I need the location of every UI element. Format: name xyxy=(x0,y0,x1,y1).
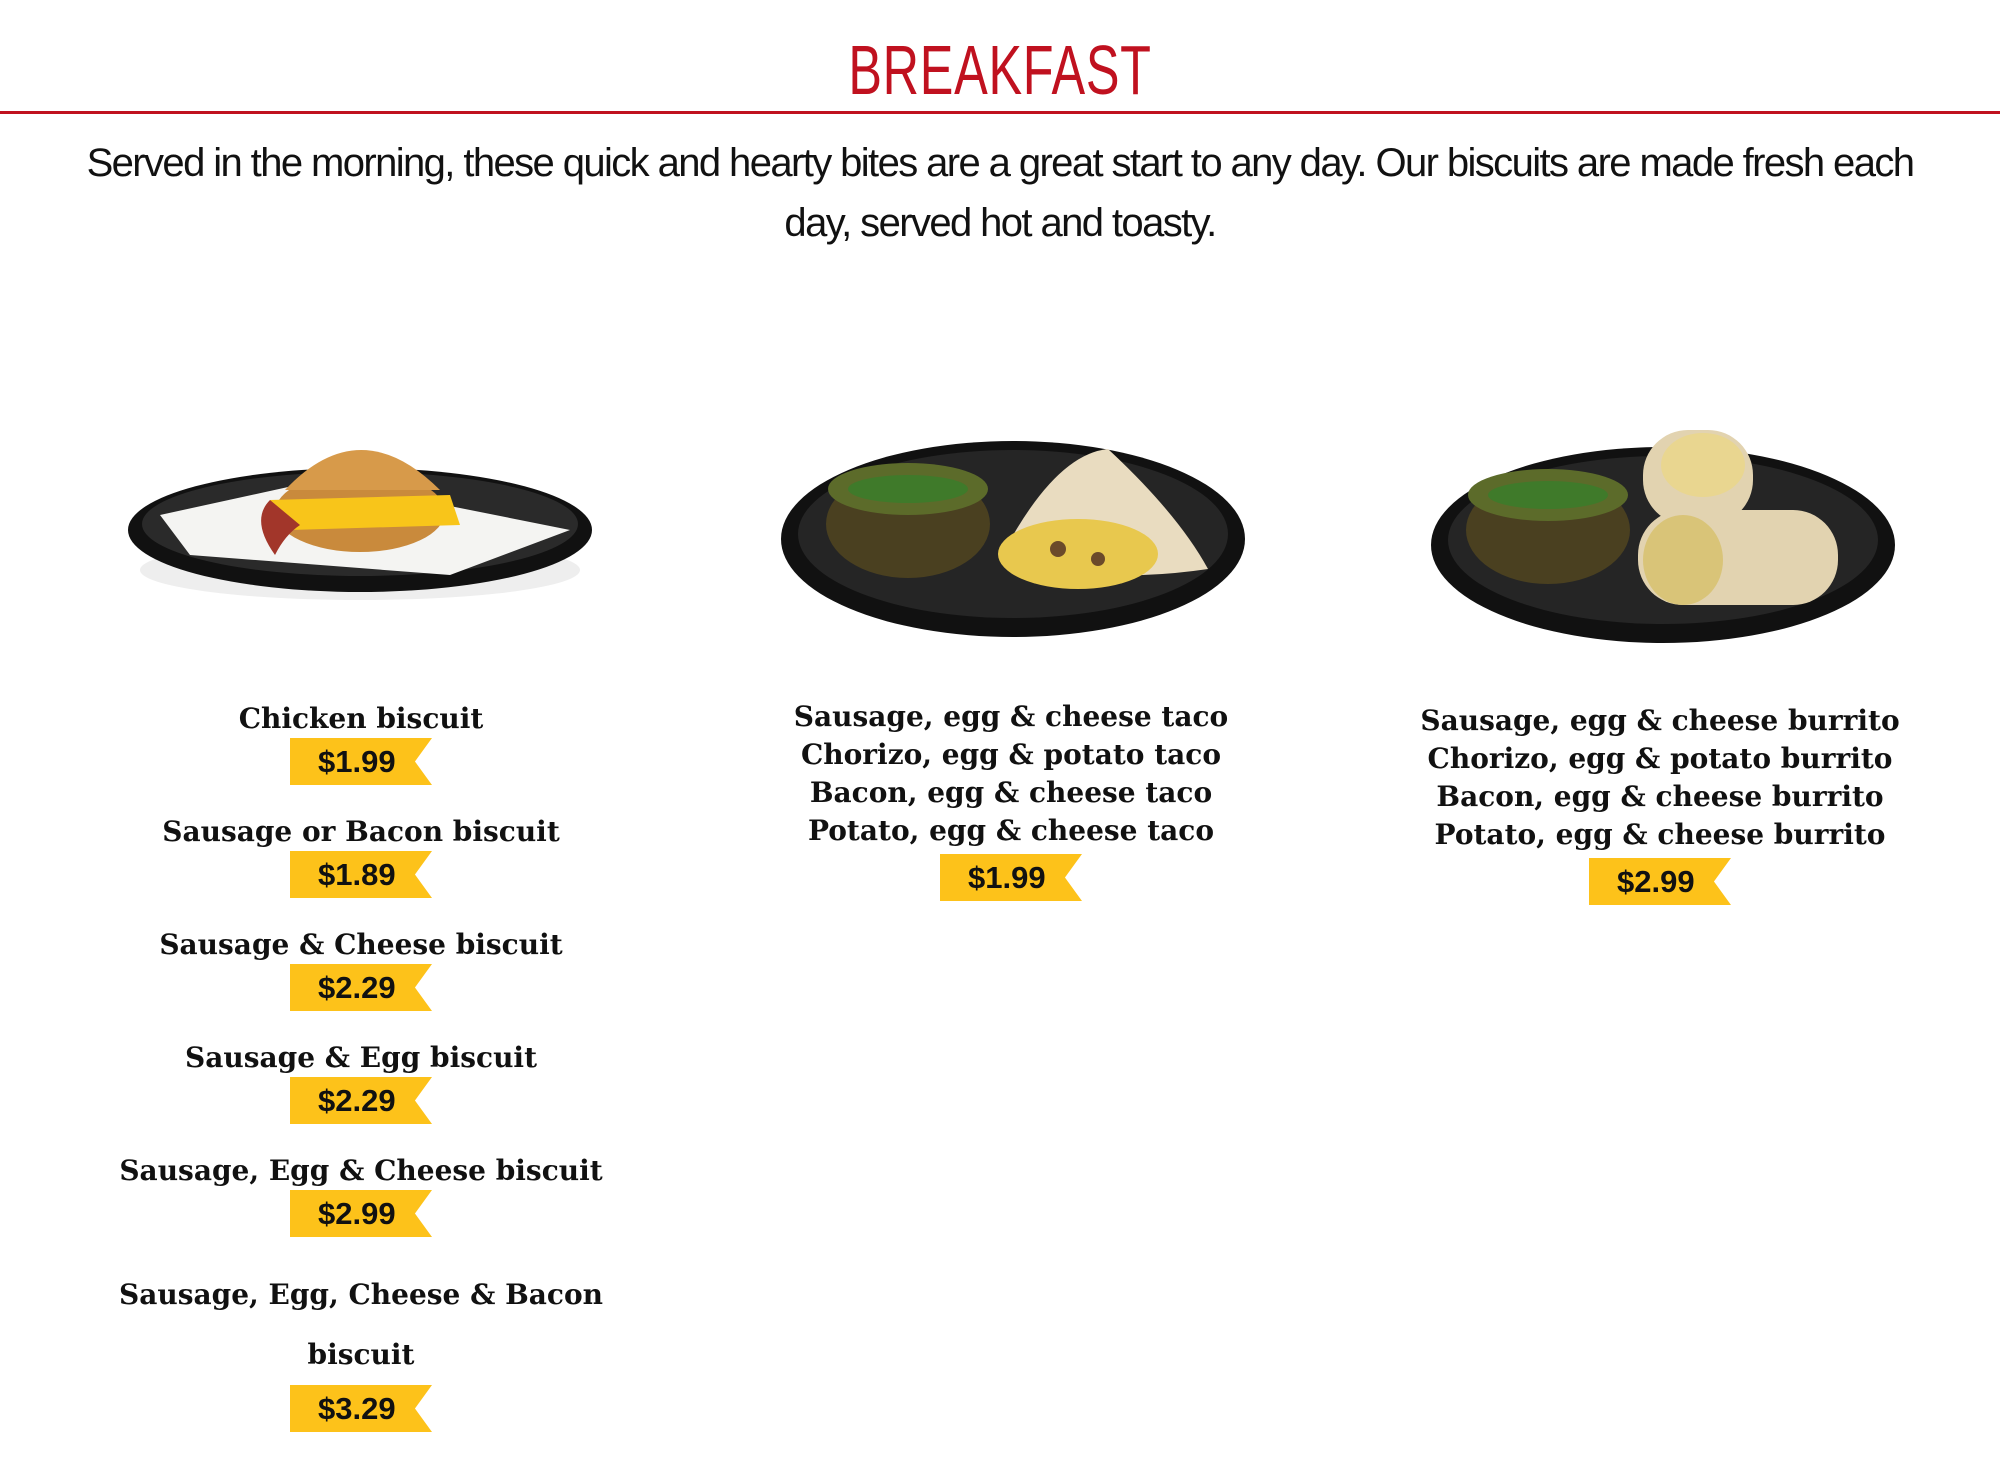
taco-column: Sausage, egg & cheese taco Chorizo, egg … xyxy=(711,698,1311,901)
price-tag: $2.29 xyxy=(290,1077,432,1124)
menu-item: Sausage & Cheese biscuit $2.29 xyxy=(61,926,661,1011)
item-name: Potato, egg & cheese taco xyxy=(807,814,1215,847)
item-name: Sausage, Egg & Cheese biscuit xyxy=(119,1154,603,1187)
menu-item: Chicken biscuit $1.99 xyxy=(61,700,661,785)
menu-item: Sausage, Egg, Cheese & Bacon biscuit $3.… xyxy=(61,1265,661,1432)
item-name: Bacon, egg & cheese taco xyxy=(809,776,1213,809)
price-tag: $1.89 xyxy=(290,851,432,898)
price-tag: $3.29 xyxy=(290,1385,432,1432)
price-tag: $2.99 xyxy=(1589,858,1731,905)
taco-plate-image xyxy=(781,441,1245,637)
menu-item: Sausage or Bacon biscuit $1.89 xyxy=(61,813,661,898)
price-tag: $1.99 xyxy=(940,854,1082,901)
item-name: Sausage, egg & cheese burrito xyxy=(1420,704,1900,737)
item-name: Sausage, egg & cheese taco xyxy=(793,700,1229,733)
item-name: Chicken biscuit xyxy=(238,702,484,735)
item-name: Chorizo, egg & potato taco xyxy=(800,738,1221,771)
price-tag: $2.29 xyxy=(290,964,432,1011)
price-tag: $1.99 xyxy=(290,738,432,785)
section-description: Served in the morning, these quick and h… xyxy=(86,141,1915,245)
item-name: Sausage, Egg, Cheese & Bacon biscuit xyxy=(118,1278,604,1371)
price-tag: $2.99 xyxy=(290,1190,432,1237)
item-name: Sausage & Cheese biscuit xyxy=(159,928,563,961)
item-name: Sausage & Egg biscuit xyxy=(185,1041,537,1074)
title-divider xyxy=(0,111,2000,114)
item-name: Chorizo, egg & potato burrito xyxy=(1427,742,1893,775)
burrito-column: Sausage, egg & cheese burrito Chorizo, e… xyxy=(1360,702,1960,905)
burrito-plate-image xyxy=(1431,430,1895,643)
menu-item: Sausage & Egg biscuit $2.29 xyxy=(61,1039,661,1124)
item-name: Bacon, egg & cheese burrito xyxy=(1436,780,1884,813)
biscuit-plate-image xyxy=(128,450,592,600)
menu-item: Sausage, Egg & Cheese biscuit $2.99 xyxy=(61,1152,661,1237)
item-name: Sausage or Bacon biscuit xyxy=(162,815,560,848)
item-name: Potato, egg & cheese burrito xyxy=(1434,818,1886,851)
section-title: BREAKFAST xyxy=(848,31,1152,109)
biscuit-column: Chicken biscuit $1.99 Sausage or Bacon b… xyxy=(61,700,661,1460)
